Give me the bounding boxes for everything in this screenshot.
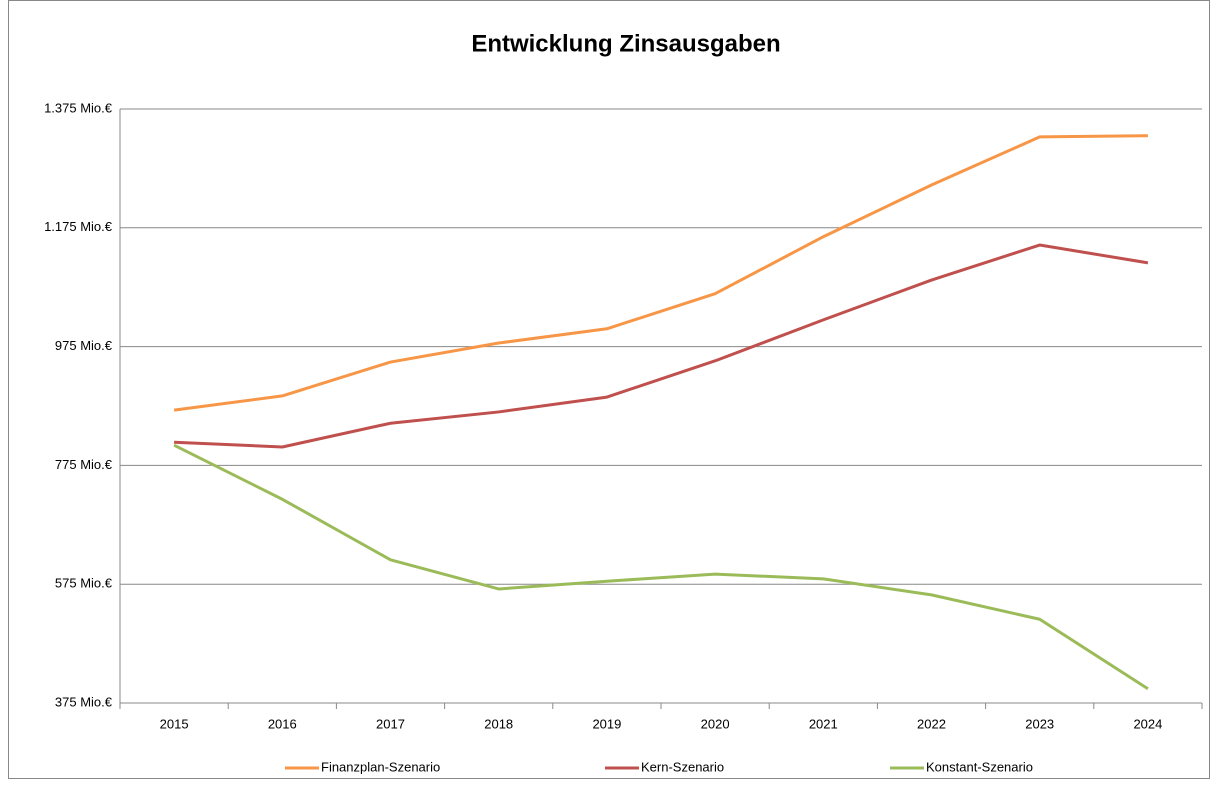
data-line [174,243,1149,449]
x-tick-label: 2023 [1025,716,1054,731]
x-tick-label: 2022 [917,716,946,731]
y-tick-label: 775 Mio.€ [55,457,113,472]
y-tick-label: 1.375 Mio.€ [44,100,113,115]
y-tick-label: 375 Mio.€ [55,694,113,709]
x-tick-label: 2018 [484,716,513,731]
chart-frame [8,0,1210,779]
x-tick-label: 2017 [376,716,405,731]
data-line [173,443,1149,691]
y-tick-label: 575 Mio.€ [55,576,113,591]
legend-label: Konstant-Szenario [926,759,1033,774]
x-tick-label: 2016 [268,716,297,731]
x-tick-label: 2021 [809,716,838,731]
data-line [173,134,1148,412]
x-tick-label: 2019 [592,716,621,731]
y-tick-label: 1.175 Mio.€ [44,219,113,234]
chart-title: Entwicklung Zinsausgaben [471,30,780,57]
legend-label: Finanzplan-Szenario [321,759,440,774]
x-tick-label: 2024 [1133,716,1162,731]
legend-label: Kern-Szenario [641,759,724,774]
x-tick-label: 2020 [701,716,730,731]
x-tick-label: 2015 [160,716,189,731]
y-tick-label: 975 Mio.€ [55,338,113,353]
